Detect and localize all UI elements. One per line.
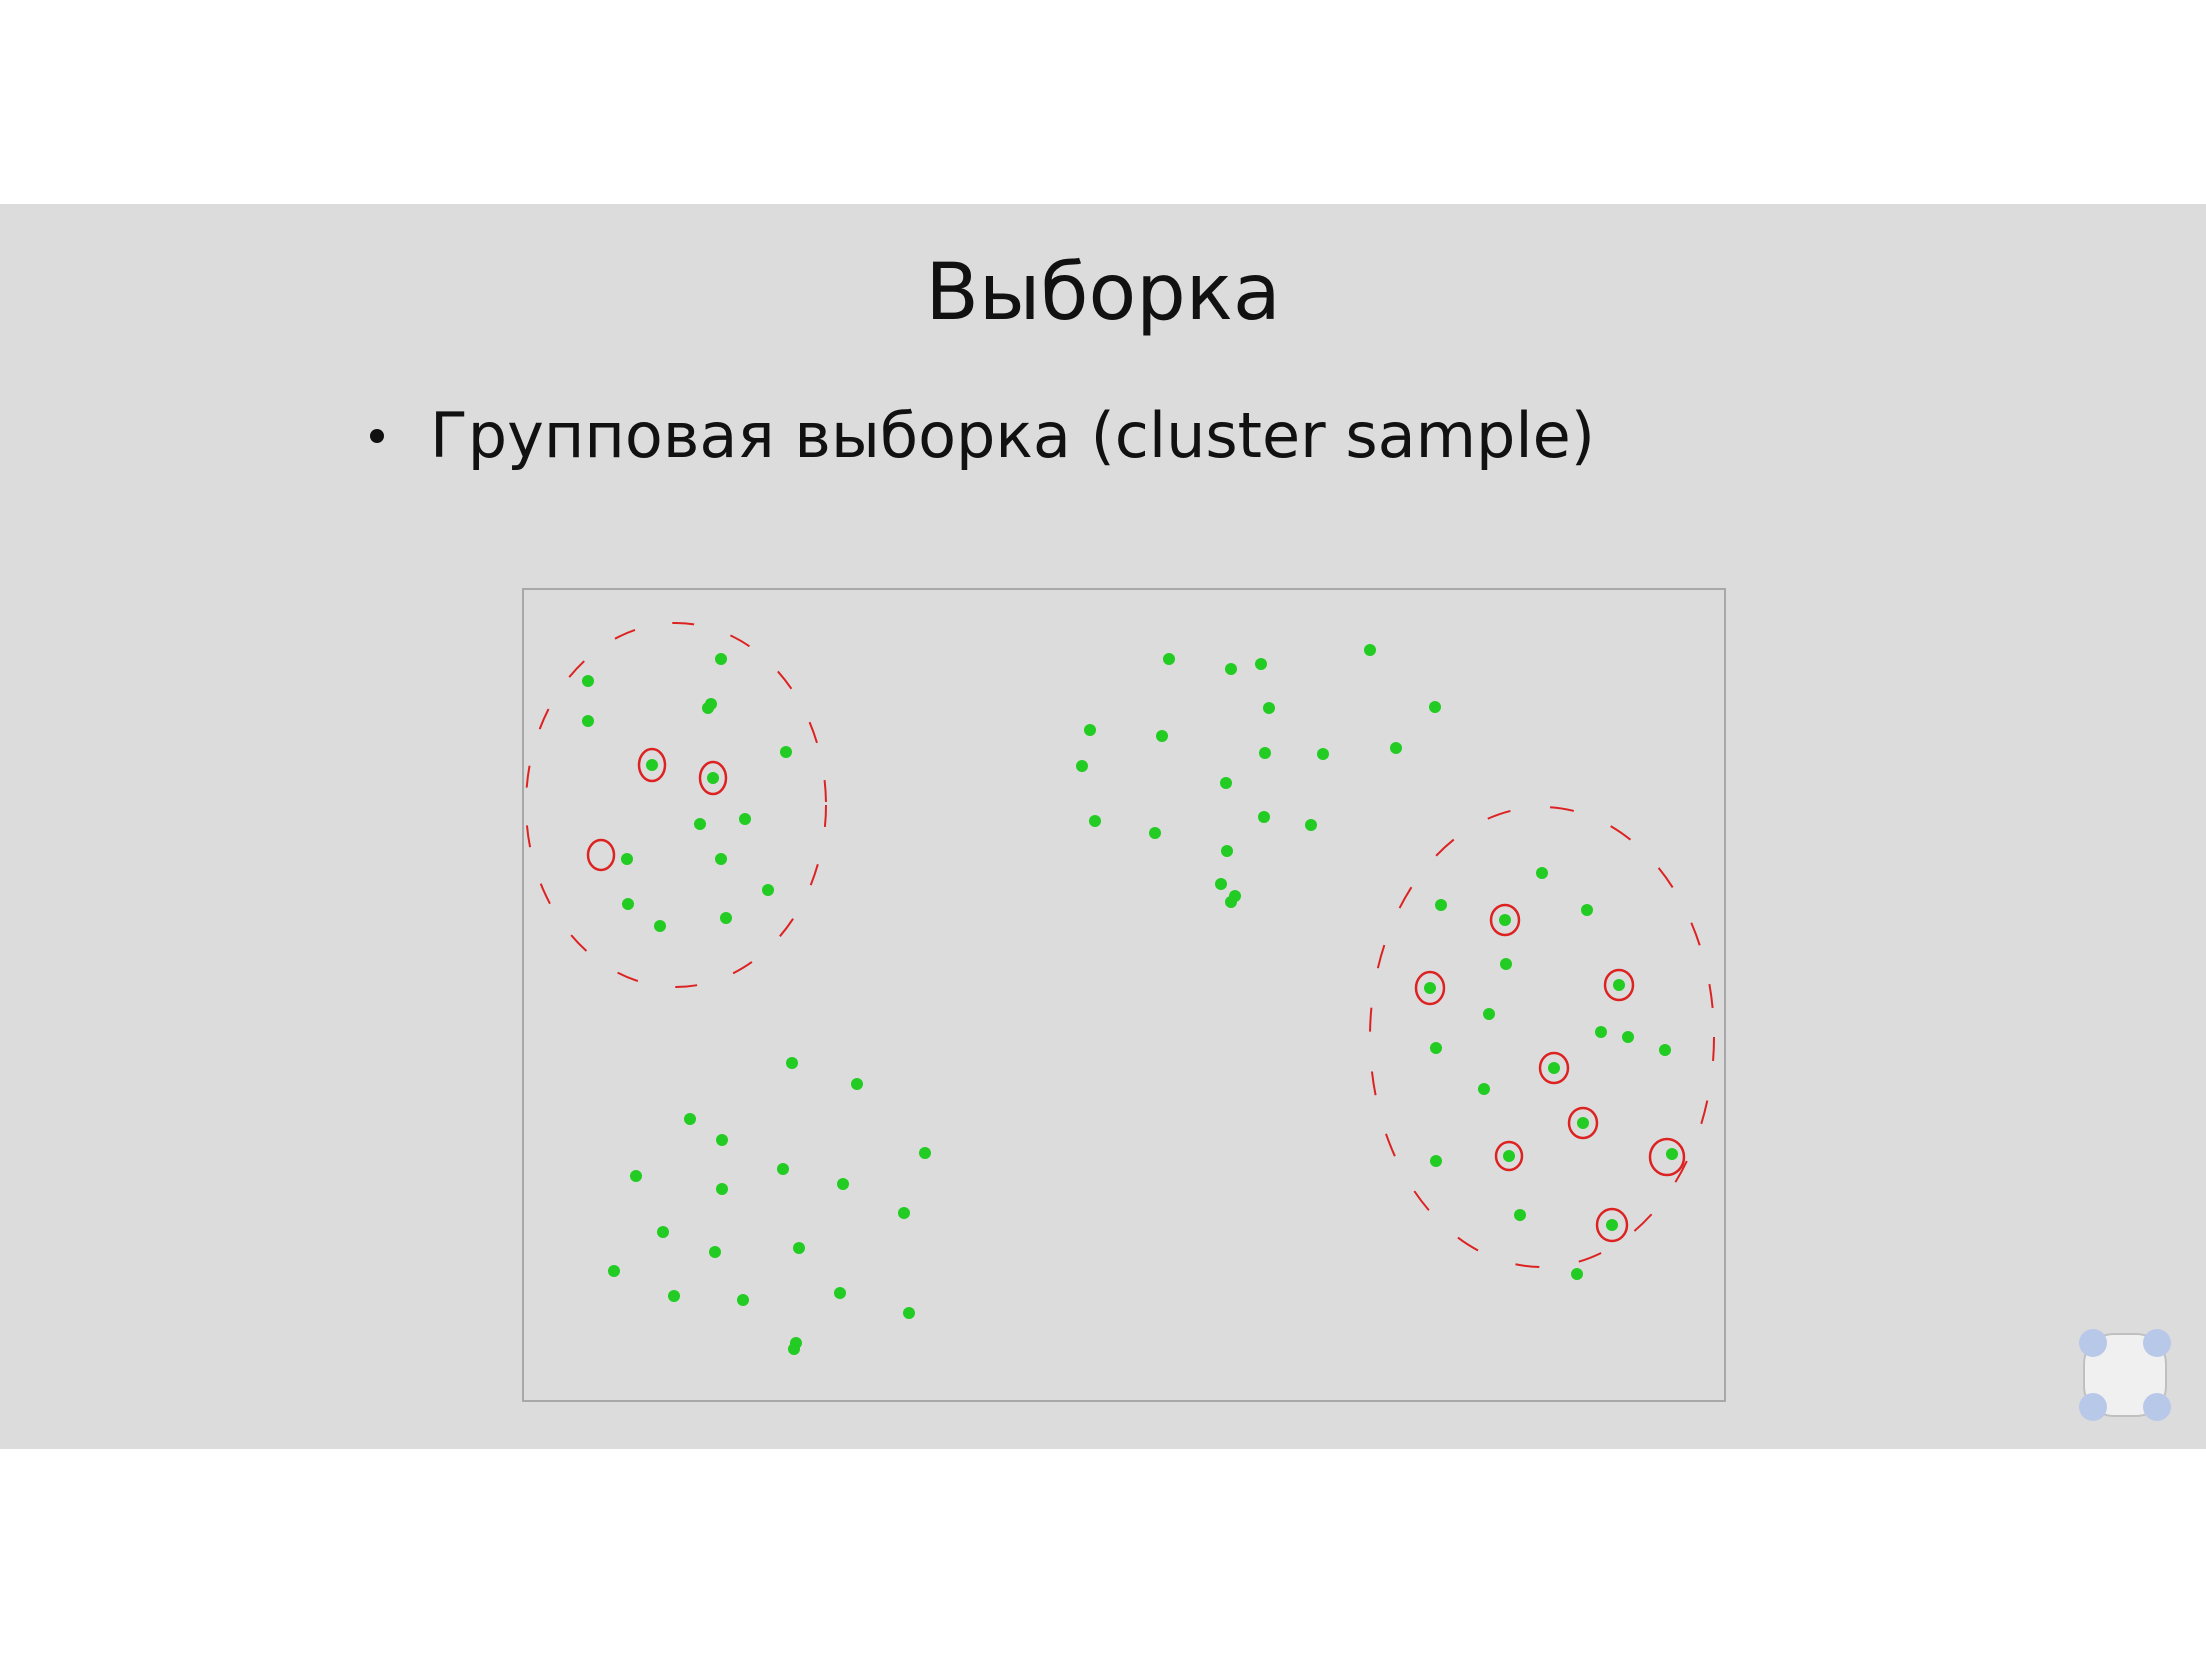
bullet-item: Групповая выборка (cluster sample) [370,399,1595,472]
population-point [919,1147,931,1159]
bullet-marker [370,428,384,443]
population-point [1666,1148,1678,1160]
population-point [1220,777,1232,789]
population-point [1478,1083,1490,1095]
population-point [1613,979,1625,991]
population-point [715,653,727,665]
population-point [1622,1031,1634,1043]
selected-point-ring [1648,1137,1686,1177]
cluster-boundary-selected [1369,806,1715,1268]
population-point [646,759,658,771]
population-point [1305,819,1317,831]
selected-point-ring [698,760,728,796]
population-point [788,1343,800,1355]
selected-point-ring [1489,903,1521,937]
population-point [1503,1150,1515,1162]
population-point [793,1242,805,1254]
population-point [1215,878,1227,890]
population-point [716,1183,728,1195]
population-point [1149,827,1161,839]
cluster-sample-diagram [522,588,1726,1402]
population-point [1263,702,1275,714]
population-point [1225,663,1237,675]
selected-point-ring [1414,970,1446,1006]
population-point [851,1078,863,1090]
population-point [621,853,633,865]
population-point [694,818,706,830]
population-point [1225,896,1237,908]
population-point [903,1307,915,1319]
population-point [1084,724,1096,736]
population-point [608,1265,620,1277]
population-point [834,1287,846,1299]
population-point [1089,815,1101,827]
population-point [1499,914,1511,926]
population-point [715,853,727,865]
population-point [582,715,594,727]
population-point [702,702,714,714]
population-point [762,884,774,896]
population-point [1606,1219,1618,1231]
population-point [630,1170,642,1182]
population-point [1659,1044,1671,1056]
population-point [1536,867,1548,879]
population-point [786,1057,798,1069]
selected-point-ring [1567,1106,1599,1140]
population-point [1255,658,1267,670]
population-point [777,1163,789,1175]
population-point [1548,1062,1560,1074]
population-point [1514,1209,1526,1221]
population-point [1429,701,1441,713]
population-point [898,1207,910,1219]
population-point [1221,845,1233,857]
population-point [1364,644,1376,656]
population-point [1595,1026,1607,1038]
bullet-text: Групповая выборка (cluster sample) [430,399,1595,472]
population-point [1571,1268,1583,1280]
population-point [739,813,751,825]
population-point [582,675,594,687]
population-point [1424,982,1436,994]
population-point [1156,730,1168,742]
population-point [1259,747,1271,759]
population-point [1577,1117,1589,1129]
slide: Выборка Групповая выборка (cluster sampl… [0,204,2206,1449]
cluster-diagram-canvas [525,622,1715,1355]
selected-point-ring [1603,968,1635,1002]
population-point [1581,904,1593,916]
population-point [709,1246,721,1258]
selected-point-ring [1595,1207,1629,1243]
population-point [622,898,634,910]
population-point [668,1290,680,1302]
population-point [1483,1008,1495,1020]
population-point [1390,742,1402,754]
population-point [1430,1155,1442,1167]
population-point [780,746,792,758]
population-point [737,1294,749,1306]
selected-point-ring [1494,1140,1524,1172]
population-point [1430,1042,1442,1054]
population-point [1500,958,1512,970]
population-point [684,1113,696,1125]
cluster-boundary-selected [525,622,827,988]
population-point [1435,899,1447,911]
population-point [720,912,732,924]
selected-point-ring [637,747,667,783]
population-point [657,1226,669,1238]
population-point [837,1178,849,1190]
fullscreen-toggle-icon[interactable] [2076,1326,2174,1424]
population-point [716,1134,728,1146]
population-point [707,772,719,784]
population-point [1317,748,1329,760]
population-point [1163,653,1175,665]
population-point [1258,811,1270,823]
selected-point-ring [586,838,616,872]
slide-title: Выборка [925,248,1281,338]
population-point [654,920,666,932]
selected-point-ring [1538,1051,1570,1085]
population-point [1076,760,1088,772]
